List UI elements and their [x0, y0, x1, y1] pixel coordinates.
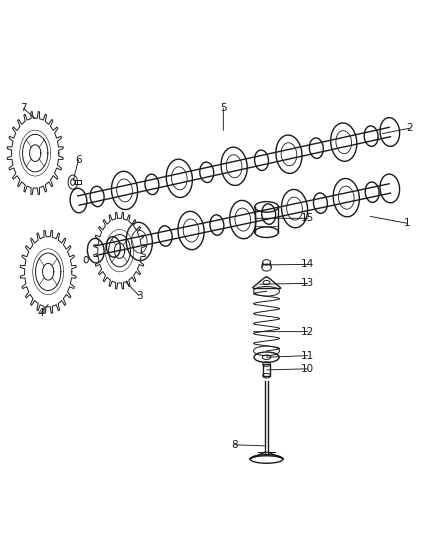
Text: 14: 14	[301, 260, 314, 269]
Bar	[75, 180, 81, 184]
Text: 10: 10	[301, 364, 314, 374]
Text: 5: 5	[220, 103, 226, 114]
Text: 11: 11	[301, 351, 314, 361]
Text: 2: 2	[406, 123, 413, 133]
Text: 12: 12	[301, 327, 314, 337]
Text: 7: 7	[20, 103, 27, 114]
Bar	[263, 364, 270, 376]
Text: 13: 13	[301, 278, 314, 288]
Text: 6: 6	[75, 155, 82, 165]
Text: 3: 3	[136, 290, 142, 301]
Text: 4: 4	[38, 308, 44, 318]
Text: 8: 8	[231, 440, 237, 450]
Text: 1: 1	[404, 218, 410, 228]
Text: 15: 15	[301, 213, 314, 223]
